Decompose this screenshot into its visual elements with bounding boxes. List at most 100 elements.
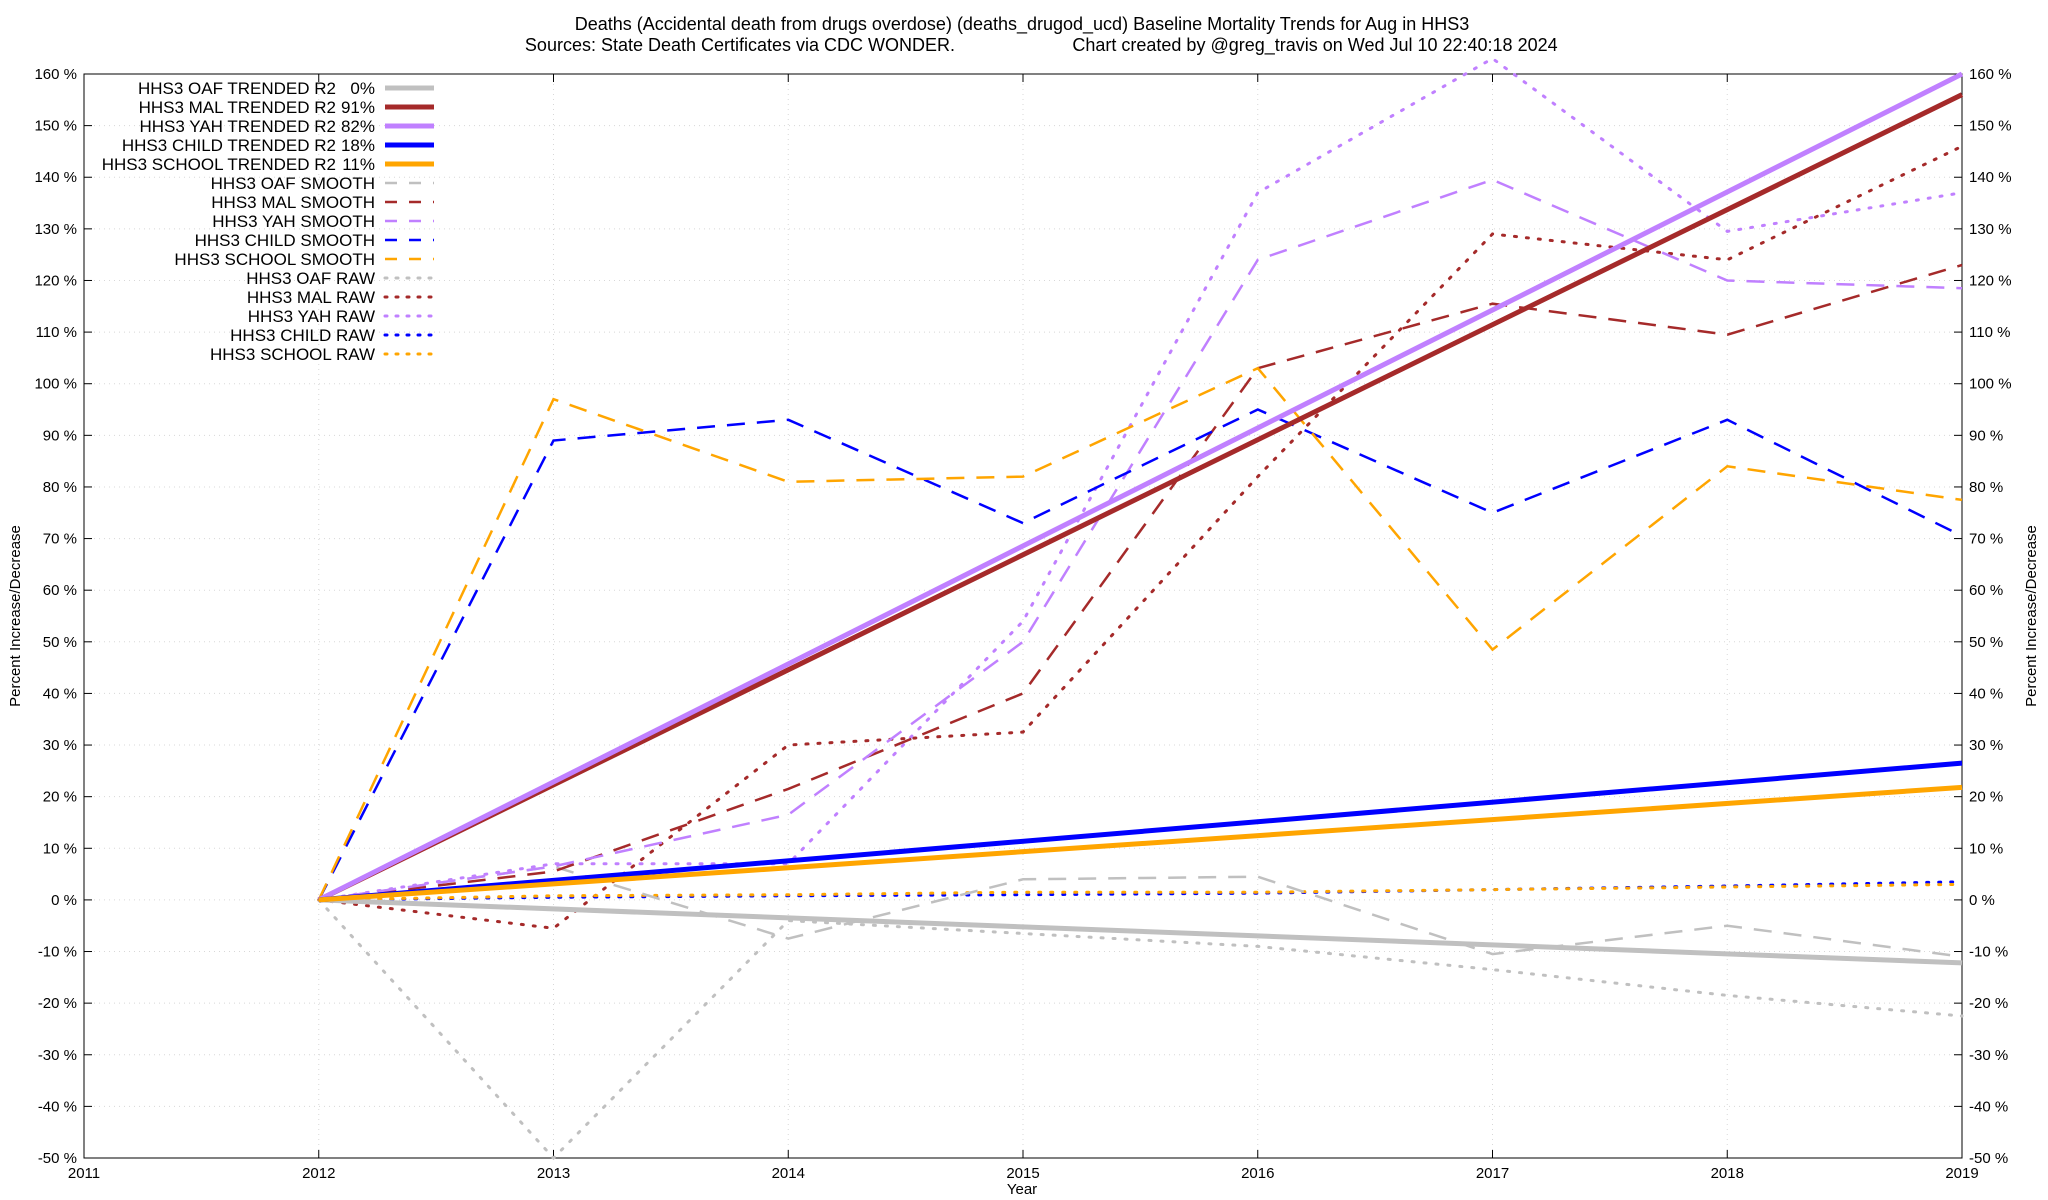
legend-r2-value: 91% — [341, 98, 375, 117]
y-tick-label-right: 10 % — [1969, 840, 2003, 857]
series-line-hhs3-oaf-raw — [317, 898, 1964, 1161]
x-tick-label: 2019 — [1945, 1165, 1978, 1182]
legend-label: HHS3 OAF TRENDED R2 — [138, 79, 336, 98]
y-tick-label-right: 120 % — [1969, 272, 2012, 289]
y-tick-label-left: 140 % — [34, 169, 77, 186]
legend-label: HHS3 SCHOOL TRENDED R2 — [102, 155, 336, 174]
y-tick-label-left: -20 % — [38, 995, 77, 1012]
legend-item-hhs3-oaf-smooth: HHS3 OAF SMOOTH — [211, 174, 434, 193]
y-tick-label-left: 160 % — [34, 66, 77, 83]
y-tick-label-right: -40 % — [1969, 1098, 2008, 1115]
legend-item-hhs3-child-raw: HHS3 CHILD RAW — [230, 326, 436, 345]
y-tick-label-left: 0 % — [51, 892, 77, 909]
y-tick-label-right: 100 % — [1969, 376, 2012, 393]
y-tick-label-left: 70 % — [43, 531, 77, 548]
y-tick-label-left: 20 % — [43, 789, 77, 806]
y-tick-label-left: 50 % — [43, 634, 77, 651]
y-tick-label-right: 80 % — [1969, 479, 2003, 496]
series-line-hhs3-child-trended-r2 — [318, 760, 1963, 903]
legend-item-hhs3-school-smooth: HHS3 SCHOOL SMOOTH — [174, 250, 434, 269]
y-tick-label-left: 110 % — [36, 324, 77, 341]
y-tick-label-right: 0 % — [1969, 892, 1995, 909]
legend-label: HHS3 MAL RAW — [247, 288, 375, 307]
y-tick-label-left: -40 % — [38, 1098, 77, 1115]
legend-label: HHS3 SCHOOL RAW — [210, 345, 375, 364]
x-tick-label: 2011 — [68, 1165, 100, 1182]
y-tick-label-left: 30 % — [43, 737, 77, 754]
y-tick-label-right: 40 % — [1969, 685, 2003, 702]
y-tick-label-left: 100 % — [34, 376, 77, 393]
legend-label: HHS3 YAH TRENDED R2 — [140, 117, 337, 136]
x-tick-label: 2014 — [772, 1165, 805, 1182]
legend-item-hhs3-yah-trended-r2: HHS3 YAH TRENDED R2 82% — [140, 117, 434, 136]
legend-item-hhs3-mal-smooth: HHS3 MAL SMOOTH — [211, 193, 434, 212]
legend-label: HHS3 CHILD RAW — [230, 326, 375, 345]
x-tick-label: 2012 — [302, 1165, 335, 1182]
legend-item-hhs3-yah-raw: HHS3 YAH RAW — [248, 307, 436, 326]
y-tick-label-right: 110 % — [1969, 324, 2010, 341]
legend: HHS3 OAF TRENDED R2 0%HHS3 MAL TRENDED R2… — [102, 79, 436, 364]
y-tick-label-left: 10 % — [43, 840, 77, 857]
legend-label: HHS3 MAL SMOOTH — [211, 193, 375, 212]
x-tick-label: 2017 — [1476, 1165, 1509, 1182]
series-line-hhs3-child-smooth — [317, 408, 1963, 901]
legend-item-hhs3-school-raw: HHS3 SCHOOL RAW — [210, 345, 436, 364]
series-line-hhs3-school-trended-r2 — [318, 784, 1963, 903]
chart-source: Sources: State Death Certificates via CD… — [525, 35, 955, 55]
y-tick-label-left: 60 % — [43, 582, 77, 599]
legend-label: HHS3 SCHOOL SMOOTH — [174, 250, 375, 269]
y-tick-label-left: -50 % — [38, 1150, 77, 1167]
legend-r2-value: 82% — [341, 117, 375, 136]
y-tick-label-right: 150 % — [1969, 118, 2012, 135]
series-line-hhs3-yah-raw — [317, 56, 1964, 902]
y-tick-label-left: -10 % — [38, 944, 77, 961]
y-tick-label-right: 90 % — [1969, 427, 2003, 444]
legend-r2-value: 0% — [350, 79, 375, 98]
legend-label: HHS3 YAH SMOOTH — [212, 212, 375, 231]
legend-item-hhs3-child-trended-r2: HHS3 CHILD TRENDED R2 18% — [122, 136, 434, 155]
legend-label: HHS3 OAF RAW — [246, 269, 375, 288]
y-axis-label-right: Percent Increase/Decrease — [2023, 525, 2040, 707]
y-axis-ticks: -50 % -50 % -40 % -40 % -30 % -30 % -20 % -20 %… — [34, 66, 2011, 1167]
y-tick-label-left: 150 % — [34, 118, 77, 135]
legend-label: HHS3 CHILD TRENDED R2 — [122, 136, 336, 155]
legend-item-hhs3-mal-trended-r2: HHS3 MAL TRENDED R2 91% — [139, 98, 434, 117]
y-tick-label-left: 90 % — [43, 427, 77, 444]
x-axis-ticks: 2011 2012 2013 2014 2015 2016 2017 2018 2019 — [68, 74, 1979, 1182]
y-tick-label-left: 40 % — [43, 685, 77, 702]
series-lines — [317, 56, 1964, 1161]
x-axis-label: Year — [1007, 1181, 1037, 1198]
legend-item-hhs3-child-smooth: HHS3 CHILD SMOOTH — [195, 231, 434, 250]
y-tick-label-right: -30 % — [1969, 1047, 2008, 1064]
legend-r2-value: 18% — [341, 136, 375, 155]
y-axis-label-left: Percent Increase/Decrease — [7, 525, 24, 707]
legend-label: HHS3 MAL TRENDED R2 — [139, 98, 336, 117]
x-tick-label: 2016 — [1241, 1165, 1274, 1182]
series-line-hhs3-mal-raw — [317, 144, 1964, 930]
legend-item-hhs3-mal-raw: HHS3 MAL RAW — [247, 288, 436, 307]
y-tick-label-right: 50 % — [1969, 634, 2003, 651]
series-line-hhs3-oaf-trended-r2 — [318, 897, 1963, 966]
legend-label: HHS3 OAF SMOOTH — [211, 174, 375, 193]
series-line-hhs3-yah-smooth — [318, 178, 1963, 902]
y-tick-label-right: -50 % — [1969, 1150, 2008, 1167]
y-tick-label-right: 60 % — [1969, 582, 2003, 599]
y-tick-label-right: -20 % — [1969, 995, 2008, 1012]
legend-r2-value: 11% — [342, 155, 375, 174]
y-tick-label-left: 80 % — [43, 479, 77, 496]
y-tick-label-right: -10 % — [1969, 944, 2008, 961]
legend-item-hhs3-oaf-raw: HHS3 OAF RAW — [246, 269, 436, 288]
series-line-hhs3-yah-trended-r2 — [317, 71, 1964, 903]
series-line-hhs3-mal-trended-r2 — [317, 92, 1964, 903]
legend-item-hhs3-yah-smooth: HHS3 YAH SMOOTH — [212, 212, 434, 231]
y-tick-label-right: 130 % — [1969, 221, 2012, 238]
y-tick-label-left: -30 % — [38, 1047, 77, 1064]
y-tick-label-right: 160 % — [1969, 66, 2012, 83]
y-tick-label-right: 140 % — [1969, 169, 2012, 186]
legend-item-hhs3-oaf-trended-r2: HHS3 OAF TRENDED R2 0% — [138, 79, 434, 98]
y-tick-label-left: 130 % — [34, 221, 77, 238]
series-line-hhs3-school-smooth — [317, 366, 1963, 901]
x-tick-label: 2018 — [1711, 1165, 1744, 1182]
